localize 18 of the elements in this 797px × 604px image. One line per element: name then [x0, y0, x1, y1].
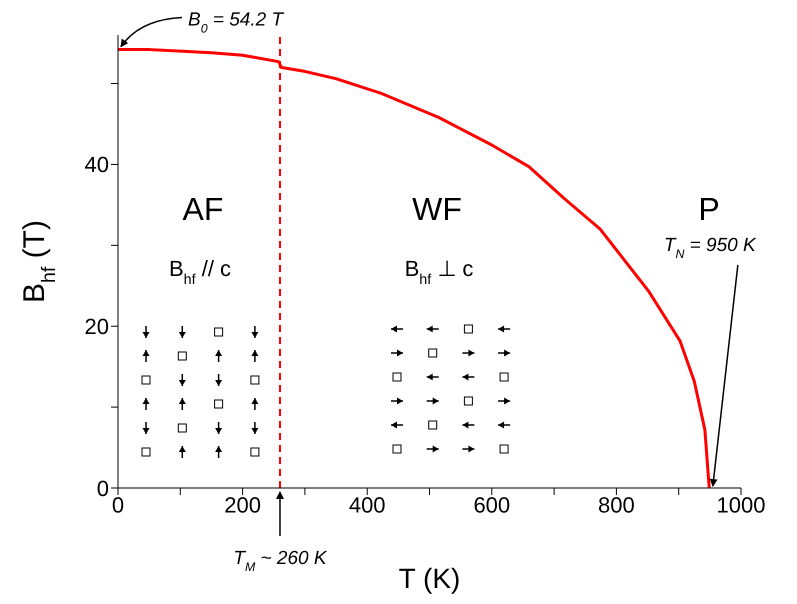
- y-tick-label: 20: [84, 314, 109, 340]
- y-tick-label: 40: [84, 152, 109, 178]
- x-tick-label: 600: [473, 492, 510, 518]
- y-tick-label: 0: [96, 476, 109, 501]
- x-axis-title: T (K): [398, 563, 460, 594]
- ref-line-label: T$_{M}$ ~ 260 K: [233, 548, 328, 574]
- annotation: P: [698, 191, 720, 227]
- x-tick-label: 800: [598, 492, 635, 518]
- annotation: WF: [412, 191, 462, 227]
- annotation: B$_{0}$ = 54.2 T: [188, 10, 284, 36]
- annotation: T$_{N}$ = 950 K: [664, 235, 758, 261]
- annotation: B$_{hf}$ ⊥ c: [404, 256, 474, 288]
- x-tick-label: 1000: [716, 492, 766, 518]
- x-tick-label: 0: [112, 492, 124, 518]
- annotation: B$_{hf}$ // c: [168, 256, 232, 288]
- annotation: AF: [182, 191, 224, 227]
- x-tick-label: 400: [348, 492, 386, 518]
- x-tick-label: 200: [224, 492, 261, 518]
